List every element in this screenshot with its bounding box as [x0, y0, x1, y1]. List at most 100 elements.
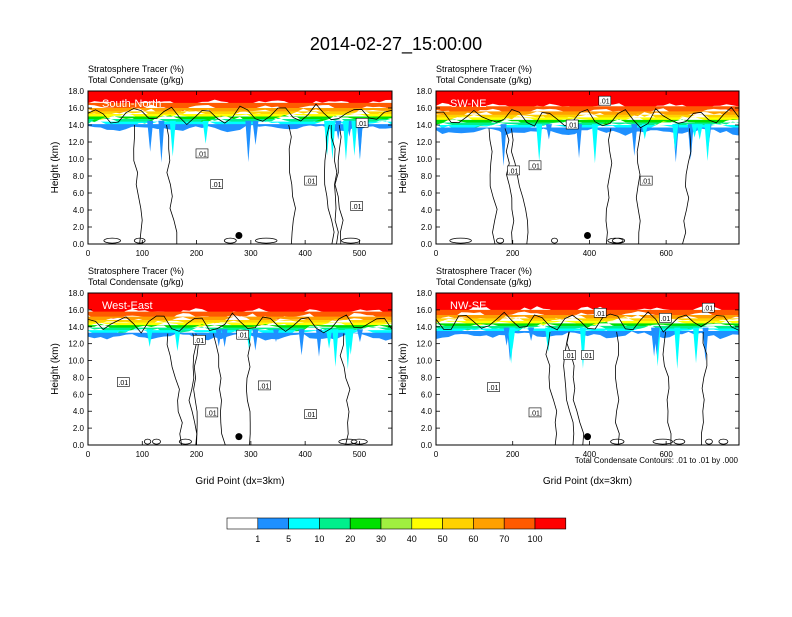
y-tick-label: 14.0	[68, 323, 84, 332]
condensate-contours	[436, 106, 739, 244]
y-tick-label: 10.0	[416, 155, 432, 164]
colorbar-swatch	[349, 517, 382, 530]
x-tick-label: 400	[298, 450, 312, 459]
contour-label-text: .01	[661, 316, 671, 323]
y-axis-label: Height (km)	[50, 343, 61, 395]
colorbar-swatch	[288, 517, 320, 530]
header-tracer: Stratosphere Tracer (%)	[436, 64, 532, 74]
y-tick-label: 12.0	[68, 340, 84, 349]
contour-label-text: .01	[509, 168, 519, 175]
contour-label-text: .01	[595, 311, 605, 318]
panel-south-north: .01 .01 .01 .01 .01 South-North Stratosphere T…	[50, 64, 393, 258]
x-tick-label: 600	[659, 249, 673, 258]
header-condensate: Total Condensate (g/kg)	[88, 75, 184, 85]
contour-label: .01	[195, 148, 209, 158]
y-tick-label: 2.0	[421, 223, 433, 232]
colorbar-swatch	[442, 517, 474, 530]
y-axis-label: Height (km)	[398, 343, 409, 395]
y-tick-label: 0.0	[421, 240, 433, 249]
condensate-contours	[436, 311, 739, 445]
y-tick-label: 18.0	[416, 87, 432, 96]
plot-frame	[87, 292, 393, 446]
y-tick-label: 4.0	[73, 206, 85, 215]
contour-label-text: .01	[565, 353, 575, 360]
panel-label: SW-NE	[450, 98, 486, 110]
colorbar-swatch	[473, 517, 505, 530]
contour-label-text: .01	[583, 353, 593, 360]
y-tick-label: 0.0	[73, 240, 85, 249]
contour-label: .01	[593, 307, 607, 318]
contour-label-text: .01	[641, 179, 651, 186]
y-tick-label: 18.0	[68, 289, 84, 298]
colorbar-label: 60	[468, 534, 478, 544]
y-tick-label: 10.0	[68, 155, 84, 164]
y-tick-label: 18.0	[68, 87, 84, 96]
contour-label-text: .01	[260, 383, 270, 390]
contour-label: .01	[304, 175, 317, 186]
x-tick-label: 300	[244, 249, 258, 258]
contour-label: .01	[350, 201, 364, 211]
y-axis-label: Height (km)	[50, 142, 61, 194]
plot-frame	[435, 292, 740, 446]
panel-label: West-East	[102, 300, 153, 312]
y-tick-label: 18.0	[416, 289, 432, 298]
y-tick-label: 6.0	[421, 390, 433, 399]
panel-sw-ne: .01 .01 .01 .01 .01 SW-NE Stratosphere Tracer …	[398, 64, 740, 258]
header-condensate: Total Condensate (g/kg)	[436, 75, 532, 85]
contour-label: .01	[117, 377, 130, 387]
contour-label: .01	[507, 165, 520, 175]
contour-label-text: .01	[306, 179, 316, 186]
colorbar-label: 40	[407, 534, 417, 544]
contour-label-text: .01	[306, 412, 316, 419]
y-tick-label: 8.0	[73, 373, 85, 382]
colorbar-swatch	[257, 517, 289, 530]
x-tick-label: 500	[353, 450, 367, 459]
contour-label-text: .01	[197, 151, 207, 158]
contour-label-text: .01	[530, 410, 540, 417]
tracer-field	[436, 91, 739, 167]
y-tick-label: 2.0	[73, 424, 85, 433]
x-tick-label: 200	[190, 450, 204, 459]
tracer-field	[88, 293, 392, 370]
x-tick-label: 0	[86, 450, 91, 459]
x-tick-label: 400	[583, 249, 597, 258]
y-tick-label: 6.0	[73, 189, 85, 198]
contour-label-text: .01	[207, 410, 217, 417]
contour-label: .01	[598, 95, 612, 106]
contour-label-text: .01	[357, 121, 367, 128]
contour-label: .01	[528, 160, 542, 170]
figure-title: 2014-02-27_15:00:00	[310, 34, 482, 55]
y-tick-label: 14.0	[416, 323, 432, 332]
y-tick-label: 16.0	[416, 306, 432, 315]
x-axis-label: Grid Point (dx=3km)	[543, 476, 632, 487]
plot-frame	[435, 90, 740, 245]
y-tick-label: 0.0	[73, 441, 85, 450]
contour-label-text: .01	[489, 385, 499, 392]
header-condensate: Total Condensate (g/kg)	[436, 277, 532, 287]
header-condensate: Total Condensate (g/kg)	[88, 277, 184, 287]
contour-label-text: .01	[118, 380, 128, 387]
contour-label: .01	[355, 118, 369, 128]
colorbar-label: 10	[314, 534, 324, 544]
y-tick-label: 10.0	[68, 357, 84, 366]
y-tick-label: 4.0	[73, 407, 85, 416]
contour-label: .01	[487, 382, 500, 392]
y-tick-label: 0.0	[421, 441, 433, 450]
x-tick-label: 600	[659, 450, 673, 459]
x-axis-label: Grid Point (dx=3km)	[195, 476, 284, 487]
location-marker	[235, 433, 243, 441]
y-tick-label: 8.0	[73, 172, 85, 181]
y-tick-label: 10.0	[416, 357, 432, 366]
x-tick-label: 0	[434, 450, 439, 459]
location-marker	[584, 232, 591, 239]
colorbar: 1 5 10 20 30 40 50 60 70 100	[226, 517, 567, 544]
contour-label-text: .01	[352, 204, 362, 211]
plot-frame	[87, 90, 393, 245]
contour-label: .01	[563, 350, 576, 360]
x-tick-label: 100	[136, 249, 150, 258]
y-tick-label: 12.0	[416, 138, 432, 147]
header-tracer: Stratosphere Tracer (%)	[88, 266, 184, 276]
colorbar-swatch	[411, 517, 443, 530]
colorbar-swatch	[380, 517, 413, 530]
